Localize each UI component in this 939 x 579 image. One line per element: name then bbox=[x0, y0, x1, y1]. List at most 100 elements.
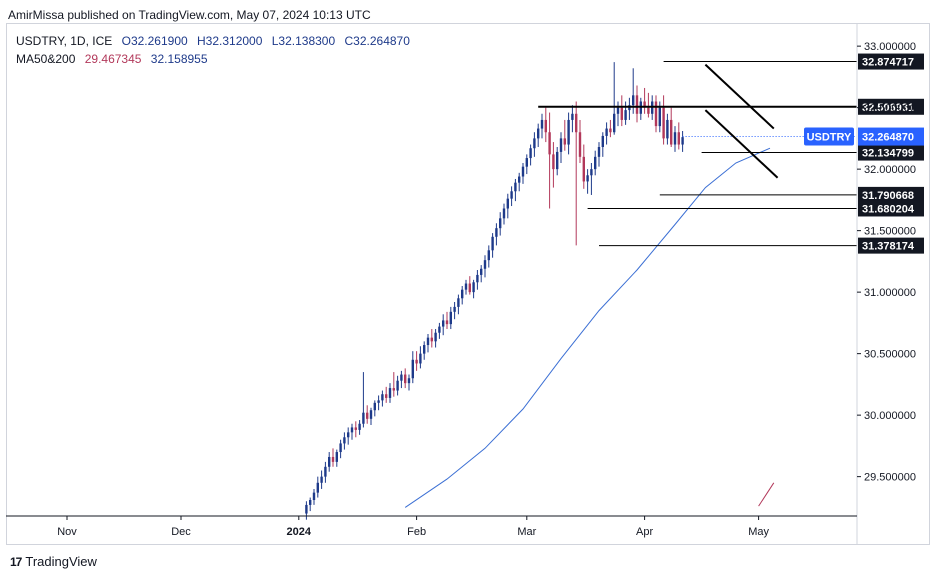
candle bbox=[309, 497, 312, 512]
candle bbox=[616, 101, 620, 127]
candle bbox=[324, 461, 327, 483]
candle bbox=[468, 276, 471, 295]
candle bbox=[499, 212, 502, 236]
candle-body bbox=[613, 113, 616, 133]
candle-body bbox=[556, 151, 559, 170]
legend-ma-label[interactable]: MA50&200 bbox=[16, 52, 76, 66]
candle-body bbox=[343, 437, 346, 444]
level-badge bbox=[858, 237, 924, 254]
candle-body bbox=[548, 132, 551, 155]
candle bbox=[495, 223, 498, 246]
legend-symbol[interactable]: USDTRY, 1D, ICE bbox=[16, 34, 113, 48]
candle-body bbox=[487, 250, 490, 261]
candle bbox=[358, 420, 361, 435]
candle-body bbox=[480, 268, 483, 275]
legend-ma200: 32.158955 bbox=[150, 52, 208, 66]
candle bbox=[571, 105, 574, 133]
level-badge bbox=[858, 200, 924, 217]
candle bbox=[369, 407, 373, 425]
candle-body bbox=[654, 101, 658, 127]
candle-body bbox=[445, 320, 449, 325]
candle bbox=[502, 203, 506, 225]
y-tick-label: 33.000000 bbox=[864, 41, 916, 53]
ma-layer bbox=[404, 147, 775, 508]
candle-body bbox=[563, 138, 566, 145]
candle-body bbox=[457, 298, 460, 307]
candle bbox=[624, 101, 627, 125]
flag-upper-line bbox=[704, 63, 775, 130]
footer-brand[interactable]: TradingView bbox=[25, 554, 97, 569]
candle-body bbox=[320, 476, 323, 483]
y-tick-label: 32.000000 bbox=[864, 164, 916, 176]
candle-body bbox=[666, 119, 669, 139]
candle-body bbox=[586, 175, 589, 182]
candle bbox=[491, 233, 494, 258]
candle bbox=[483, 255, 487, 278]
legend-open: O32.261900 bbox=[121, 34, 188, 48]
candle bbox=[381, 390, 384, 407]
candle bbox=[681, 131, 684, 152]
candle bbox=[670, 107, 673, 147]
candle bbox=[533, 132, 536, 157]
candle bbox=[677, 122, 680, 150]
candle-body bbox=[529, 148, 532, 159]
candle bbox=[666, 113, 669, 145]
candle-body bbox=[350, 427, 354, 433]
candle-body bbox=[525, 158, 528, 167]
y-tick-label: 32.500000 bbox=[864, 103, 916, 115]
candle-body bbox=[495, 228, 498, 237]
candle-body bbox=[468, 283, 471, 293]
candle bbox=[457, 294, 460, 315]
candle bbox=[643, 87, 646, 114]
candle-body bbox=[681, 137, 684, 145]
level-label: 31.378174 bbox=[862, 241, 915, 253]
candle bbox=[347, 427, 350, 445]
candle-body bbox=[673, 132, 677, 145]
candle-body bbox=[373, 402, 376, 411]
publish-header: AmirMissa published on TradingView.com, … bbox=[8, 8, 371, 22]
symbol-badge bbox=[804, 127, 854, 146]
candle-layer bbox=[305, 62, 684, 520]
candle-body bbox=[601, 135, 604, 147]
candle bbox=[575, 101, 578, 246]
candle-body bbox=[309, 500, 312, 505]
flag-lower-line bbox=[704, 109, 779, 179]
candle bbox=[673, 126, 677, 152]
candle-body bbox=[461, 289, 464, 299]
candle-body bbox=[605, 128, 608, 136]
candle-body bbox=[632, 95, 635, 106]
candle-body bbox=[464, 283, 468, 290]
y-tick-label: 31.000000 bbox=[864, 287, 916, 299]
candle-body bbox=[521, 166, 525, 177]
axis-layer: 33.000000 32.500000 32.000000 31.500000 31.0… bbox=[6, 24, 916, 545]
candle bbox=[407, 374, 411, 391]
candle bbox=[510, 186, 513, 207]
candle bbox=[350, 423, 354, 440]
legend-ma50: 29.467345 bbox=[84, 52, 142, 66]
legend-close: C32.264870 bbox=[344, 34, 410, 48]
candle-body bbox=[544, 119, 547, 133]
candle-body bbox=[407, 378, 411, 384]
x-tick-label: Dec bbox=[171, 526, 191, 538]
y-tick-label: 31.500000 bbox=[864, 226, 916, 238]
candle bbox=[514, 178, 517, 202]
candle bbox=[442, 314, 445, 336]
level-label: 31.790668 bbox=[862, 190, 914, 202]
candle-body bbox=[324, 466, 327, 477]
candle-body bbox=[662, 107, 665, 139]
candle bbox=[487, 245, 490, 268]
candle bbox=[529, 144, 532, 166]
candle bbox=[556, 147, 559, 176]
candle bbox=[362, 372, 365, 428]
candle bbox=[586, 169, 589, 194]
candle bbox=[559, 132, 563, 163]
flag-layer bbox=[704, 63, 779, 179]
price-badge bbox=[858, 127, 924, 146]
level-label: 32.874717 bbox=[862, 57, 914, 69]
candle bbox=[388, 383, 392, 403]
y-tick-label: 30.500000 bbox=[864, 349, 916, 361]
candle bbox=[385, 386, 388, 403]
level-layer: 32.874717 32.506931 32.134799 31.79066831.6… bbox=[538, 53, 924, 254]
candle bbox=[423, 341, 426, 360]
